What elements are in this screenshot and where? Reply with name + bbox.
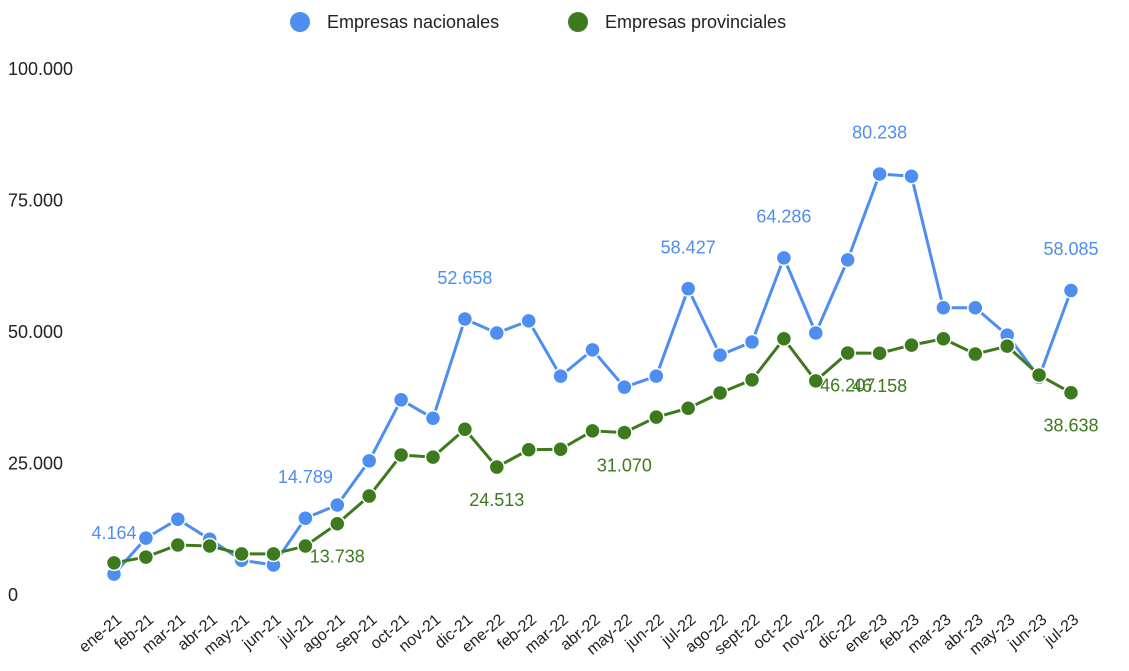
data-point (520, 312, 537, 330)
data-point (137, 529, 155, 547)
y-tick-label: 75.000 (8, 190, 63, 210)
data-point (935, 330, 952, 348)
data-point (456, 421, 474, 438)
data-point (775, 249, 793, 267)
data-point (552, 440, 569, 458)
data-point (584, 341, 601, 359)
data-point (935, 299, 952, 317)
data-point (1062, 282, 1080, 299)
x-tick-label: jul-23 (1041, 611, 1083, 650)
data-label: 58.085 (1043, 239, 1098, 259)
data-label: 38.638 (1043, 416, 1098, 436)
data-point (105, 554, 123, 572)
data-point (711, 346, 729, 364)
data-label: 24.513 (469, 490, 524, 510)
data-point (488, 458, 506, 476)
data-point (456, 310, 474, 328)
legend-label: Empresas nacionales (327, 12, 499, 32)
data-point (903, 168, 920, 185)
data-label: 46.207 (820, 376, 875, 396)
data-point (648, 408, 665, 426)
data-label: 52.658 (437, 268, 492, 288)
data-point (297, 537, 314, 555)
data-point (520, 441, 537, 459)
data-point (679, 280, 697, 297)
data-point (616, 424, 633, 441)
data-point (967, 345, 984, 363)
data-point (392, 391, 410, 409)
data-point (743, 371, 761, 389)
data-point (552, 367, 569, 385)
data-point (648, 367, 665, 385)
data-point (329, 515, 346, 532)
data-point (871, 344, 888, 362)
data-point (1030, 366, 1048, 384)
data-label: 31.070 (597, 455, 652, 475)
data-point (871, 165, 888, 183)
data-point (807, 372, 825, 390)
data-label: 46.158 (852, 376, 907, 396)
data-point (137, 548, 155, 566)
y-tick-label: 0 (8, 585, 18, 605)
data-point (839, 251, 856, 269)
data-point (807, 324, 825, 342)
data-label: 14.789 (278, 467, 333, 487)
data-point (1062, 384, 1080, 402)
data-label: 58.427 (661, 237, 716, 257)
data-point (998, 337, 1016, 355)
legend-marker (290, 12, 310, 32)
data-point (169, 536, 187, 554)
data-point (297, 509, 314, 527)
y-tick-label: 100.000 (8, 59, 73, 79)
data-point (711, 384, 729, 402)
data-label: 4.164 (91, 523, 136, 543)
data-point (839, 344, 856, 362)
series-line (113, 336, 1072, 565)
series-line (112, 172, 1073, 576)
data-point (360, 487, 378, 505)
data-point (329, 496, 346, 514)
legend-label: Empresas provinciales (605, 12, 786, 32)
data-point (967, 299, 984, 317)
data-point (201, 537, 218, 555)
data-point (265, 545, 282, 563)
data-point (424, 409, 442, 427)
data-point (616, 378, 633, 396)
y-tick-label: 25.000 (8, 453, 63, 473)
data-point (775, 330, 793, 348)
data-point (360, 452, 378, 470)
data-point (233, 545, 250, 563)
data-point (679, 399, 697, 417)
data-point (903, 336, 920, 354)
data-label: 80.238 (852, 123, 907, 143)
data-point (392, 446, 410, 464)
data-point (488, 324, 506, 342)
data-point (424, 448, 442, 466)
y-tick-label: 50.000 (8, 322, 63, 342)
data-point (169, 510, 187, 528)
data-label: 13.738 (310, 546, 365, 566)
legend-marker (568, 12, 588, 32)
data-point (743, 333, 761, 351)
data-point (584, 422, 601, 440)
data-label: 64.286 (756, 207, 811, 227)
